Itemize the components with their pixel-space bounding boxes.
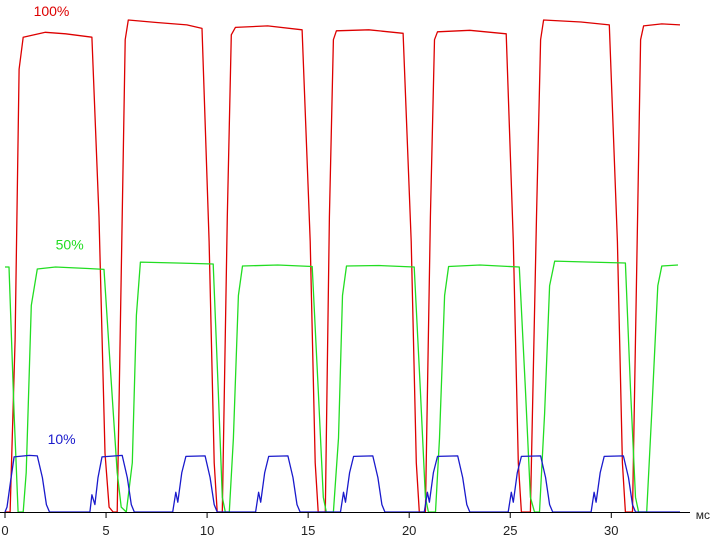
x-tick-label: 0	[1, 523, 8, 538]
x-axis-unit-label: мс	[696, 508, 710, 522]
x-axis-ticks: 0 5 10 15 20 25 30	[1, 512, 619, 538]
series-layer	[4, 19, 681, 513]
x-tick-label: 20	[402, 523, 416, 538]
x-tick-label: 5	[102, 523, 109, 538]
series-line-1	[5, 260, 679, 513]
series-label-1: 50%	[56, 237, 84, 253]
x-tick-label: 30	[604, 523, 618, 538]
x-tick-label: 15	[301, 523, 315, 538]
x-tick-label: 10	[200, 523, 214, 538]
series-label-0: 100%	[34, 3, 70, 19]
x-tick-label: 25	[503, 523, 517, 538]
series-labels: 100% 50% 10%	[34, 3, 84, 447]
series-line-0	[5, 19, 681, 513]
series-label-2: 10%	[48, 431, 76, 447]
